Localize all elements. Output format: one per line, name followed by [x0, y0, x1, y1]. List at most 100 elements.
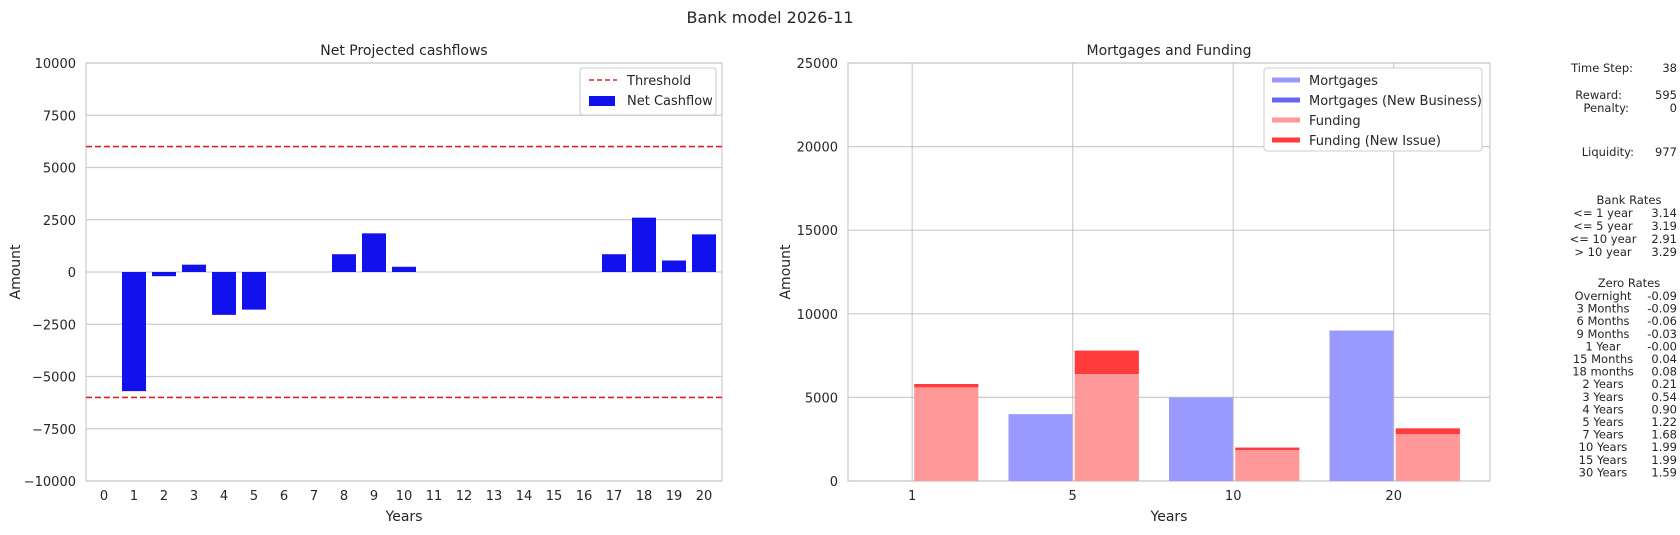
mortgages-y-tick-label: 0: [830, 475, 838, 490]
bank-rate-label: <= 10 year: [1570, 232, 1637, 246]
mortgages-legend: Mortgages Mortgages (New Business) Fundi…: [1264, 68, 1482, 151]
mortgages-x-tick-label: 10: [1225, 489, 1242, 504]
cashflow-x-tick-label: 12: [456, 489, 473, 504]
cashflow-x-tick-label: 10: [396, 489, 413, 504]
net-cashflow-bar: [362, 233, 386, 272]
mortgages-y-tick-label: 15000: [797, 224, 838, 239]
bank-rate-value: 3.29: [1651, 245, 1677, 259]
legend-threshold-label: Threshold: [626, 74, 691, 89]
funding-new-issue-bar: [1396, 428, 1460, 434]
cashflow-chart-title: Net Projected cashflows: [320, 43, 487, 59]
net-cashflow-bar: [662, 261, 686, 272]
legend-net-cashflow-label: Net Cashflow: [627, 94, 713, 109]
cashflow-x-tick-label: 9: [370, 489, 378, 504]
cashflow-x-tick-label: 17: [606, 489, 623, 504]
mortgages-chart-title: Mortgages and Funding: [1087, 43, 1252, 59]
bank-rate-label: <= 1 year: [1573, 206, 1633, 220]
penalty-label: Penalty:: [1584, 101, 1629, 115]
funding-new-issue-bar: [1075, 351, 1139, 374]
cashflow-x-tick-label: 0: [100, 489, 108, 504]
bank-rate-label: > 10 year: [1574, 245, 1632, 259]
bank-rate-value: 3.14: [1651, 206, 1677, 220]
net-cashflow-bar: [632, 218, 656, 272]
mortgages-bar: [1169, 397, 1233, 481]
mortgages-y-tick-label: 10000: [797, 308, 838, 323]
bank-rates-title: Bank Rates: [1597, 193, 1662, 207]
cashflow-x-tick-label: 1: [130, 489, 138, 504]
net-cashflow-bar: [242, 272, 266, 310]
legend-mortgages-label: Mortgages: [1309, 74, 1378, 89]
net-cashflow-bar: [392, 267, 416, 272]
cashflow-x-tick-label: 4: [220, 489, 228, 504]
mortgages-y-tick-label: 5000: [805, 391, 838, 406]
bank-rate-value: 3.19: [1651, 219, 1677, 233]
net-cashflow-bar: [212, 272, 236, 315]
zero-rate-value: 1.59: [1651, 465, 1677, 479]
cashflow-x-tick-label: 3: [190, 489, 198, 504]
cashflow-y-tick-label: −10000: [24, 475, 76, 490]
legend-net-cashflow-swatch: [589, 96, 615, 106]
zero-rates-title: Zero Rates: [1598, 276, 1660, 290]
mortgages-x-tick-label: 1: [908, 489, 916, 504]
cashflow-x-tick-label: 8: [340, 489, 348, 504]
net-cashflow-bar: [152, 272, 176, 276]
bank-rate-value: 2.91: [1651, 232, 1677, 246]
cashflow-chart: −10000−7500−5000−2500025005000750010000 …: [8, 43, 722, 525]
liquidity-label: Liquidity:: [1582, 145, 1634, 159]
mortgages-x-axis-label: Years: [1150, 509, 1188, 525]
liquidity-value: 977: [1655, 145, 1677, 159]
net-cashflow-bar: [692, 234, 716, 272]
cashflow-y-tick-label: −5000: [32, 371, 76, 386]
cashflow-y-axis-label: Amount: [8, 244, 24, 300]
net-cashflow-bar: [332, 254, 356, 272]
cashflow-x-tick-label: 5: [250, 489, 258, 504]
cashflow-y-tick-label: 0: [68, 266, 76, 281]
cashflow-x-tick-label: 14: [516, 489, 533, 504]
mortgages-y-tick-label: 25000: [797, 57, 838, 72]
cashflow-x-tick-label: 19: [666, 489, 683, 504]
cashflow-x-tick-label: 2: [160, 489, 168, 504]
cashflow-y-tick-label: −2500: [32, 318, 76, 333]
funding-bar: [1075, 374, 1139, 481]
legend-funding-label: Funding: [1309, 114, 1361, 129]
cashflow-x-tick-label: 18: [636, 489, 653, 504]
cashflow-x-tick-label: 13: [486, 489, 503, 504]
bank-rate-label: <= 5 year: [1573, 219, 1633, 233]
cashflow-x-axis-label: Years: [385, 509, 423, 525]
funding-bar: [1396, 434, 1460, 481]
mortgages-bar: [1330, 331, 1394, 481]
cashflow-x-tick-label: 6: [280, 489, 288, 504]
info-panel: Time Step: 38 Reward: 595 Penalty: 0 Liq…: [1570, 61, 1677, 479]
net-cashflow-bar: [122, 272, 146, 391]
funding-bar: [914, 387, 978, 481]
legend-funding-new-label: Funding (New Issue): [1309, 134, 1441, 149]
legend-mortgages-new-label: Mortgages (New Business): [1309, 94, 1482, 109]
mortgages-x-tick-label: 5: [1069, 489, 1077, 504]
cashflow-x-tick-label: 15: [546, 489, 563, 504]
cashflow-y-tick-label: 7500: [43, 109, 76, 124]
zero-rate-label: 30 Years: [1579, 465, 1628, 479]
funding-new-issue-bar: [1235, 448, 1299, 451]
net-cashflow-bar: [602, 254, 626, 272]
cashflow-x-tick-label: 20: [696, 489, 713, 504]
cashflow-x-tick-label: 16: [576, 489, 593, 504]
funding-bar: [1235, 450, 1299, 481]
cashflow-y-tick-label: 2500: [43, 214, 76, 229]
mortgages-bar: [1009, 414, 1073, 481]
reward-value: 595: [1655, 88, 1677, 102]
reward-label: Reward:: [1575, 88, 1622, 102]
penalty-value: 0: [1670, 101, 1677, 115]
cashflow-y-tick-label: −7500: [32, 423, 76, 438]
mortgages-x-tick-label: 20: [1385, 489, 1402, 504]
funding-new-issue-bar: [914, 384, 978, 387]
cashflow-y-tick-label: 5000: [43, 162, 76, 177]
cashflow-x-tick-label: 7: [310, 489, 318, 504]
figure-title: Bank model 2026-11: [686, 8, 853, 27]
time-step-label: Time Step:: [1570, 61, 1633, 75]
mortgages-y-axis-label: Amount: [778, 244, 794, 300]
cashflow-x-tick-label: 11: [426, 489, 443, 504]
cashflow-y-tick-label: 10000: [35, 57, 76, 72]
net-cashflow-bar: [182, 265, 206, 272]
